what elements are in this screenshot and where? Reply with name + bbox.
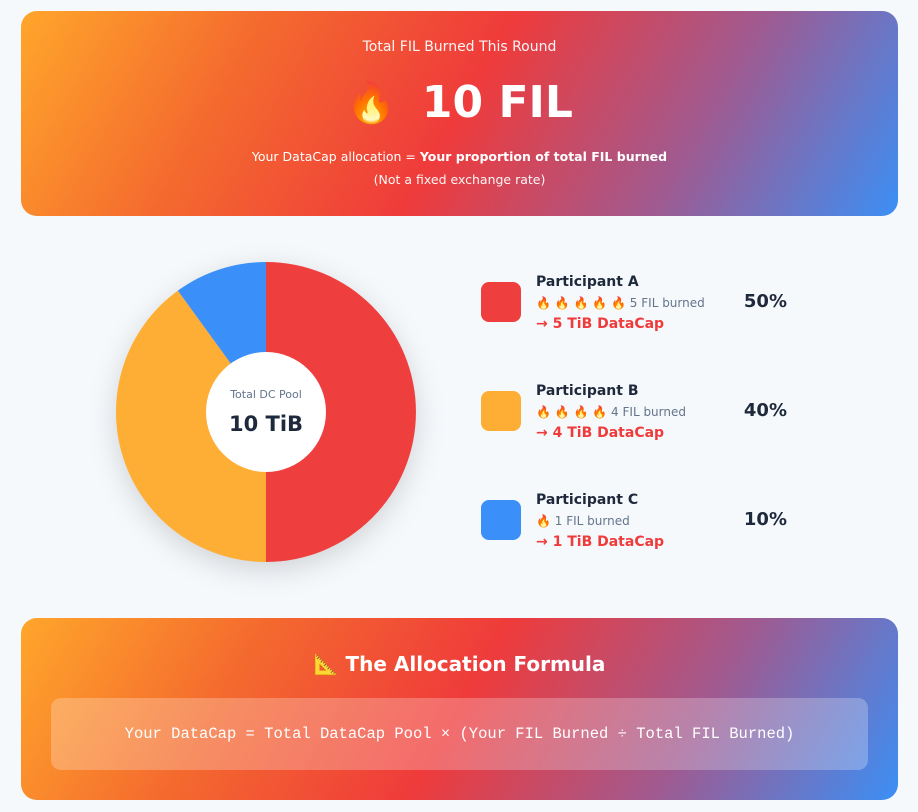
allocation-bold: Your proportion of total FIL burned (419, 149, 668, 164)
flame-icon: 🔥 (346, 80, 396, 126)
center-value: 10 TiB (229, 412, 303, 436)
participant-name: Participant B (536, 383, 639, 399)
color-swatch (481, 391, 521, 431)
percent-share: 40% (743, 400, 787, 421)
fil-burned: 1 FIL burned (554, 514, 630, 528)
color-swatch (481, 282, 521, 322)
banner-subtitle: Total FIL Burned This Round (362, 39, 557, 55)
legend-item: Participant A 🔥 🔥 🔥 🔥 🔥 5 FIL burned → 5… (481, 274, 801, 344)
flame-icons: 🔥 🔥 🔥 🔥 (536, 405, 608, 419)
pie-center (206, 352, 326, 472)
pie-slice-participant-a (266, 262, 416, 562)
datacap-amount: → 1 TiB DataCap (536, 534, 665, 550)
datacap-amount: → 4 TiB DataCap (536, 425, 665, 441)
allocation-note: (Not a fixed exchange rate) (373, 172, 546, 187)
datacap-amount: → 5 TiB DataCap (536, 316, 665, 332)
datacap-pie-chart: Total DC Pool 10 TiB (116, 262, 416, 562)
ruler-icon: 📐 (313, 652, 339, 676)
allocation-text: Your DataCap allocation = (251, 149, 420, 164)
fil-burned: 4 FIL burned (611, 405, 686, 419)
formula-title: The Allocation Formula (345, 652, 606, 676)
total-burned-banner: Total FIL Burned This Round 🔥 10 FIL You… (21, 11, 898, 216)
percent-share: 50% (743, 291, 787, 312)
formula-panel: 📐 The Allocation Formula Your DataCap = … (21, 618, 898, 800)
percent-share: 10% (743, 509, 787, 530)
formula-expression: Your DataCap = Total DataCap Pool × (You… (51, 698, 868, 770)
flame-icons: 🔥 (536, 514, 551, 528)
total-fil-value: 10 FIL (421, 77, 573, 128)
legend-item: Participant B 🔥 🔥 🔥 🔥 4 FIL burned → 4 T… (481, 383, 801, 453)
color-swatch (481, 500, 521, 540)
legend-item: Participant C 🔥 1 FIL burned → 1 TiB Dat… (481, 492, 801, 562)
participant-name: Participant C (536, 492, 639, 508)
flame-icons: 🔥 🔥 🔥 🔥 🔥 (536, 296, 626, 310)
fil-burned: 5 FIL burned (629, 296, 705, 310)
center-label: Total DC Pool (229, 388, 302, 401)
participant-name: Participant A (536, 274, 639, 290)
pie-slice-participant-b (116, 290, 266, 562)
